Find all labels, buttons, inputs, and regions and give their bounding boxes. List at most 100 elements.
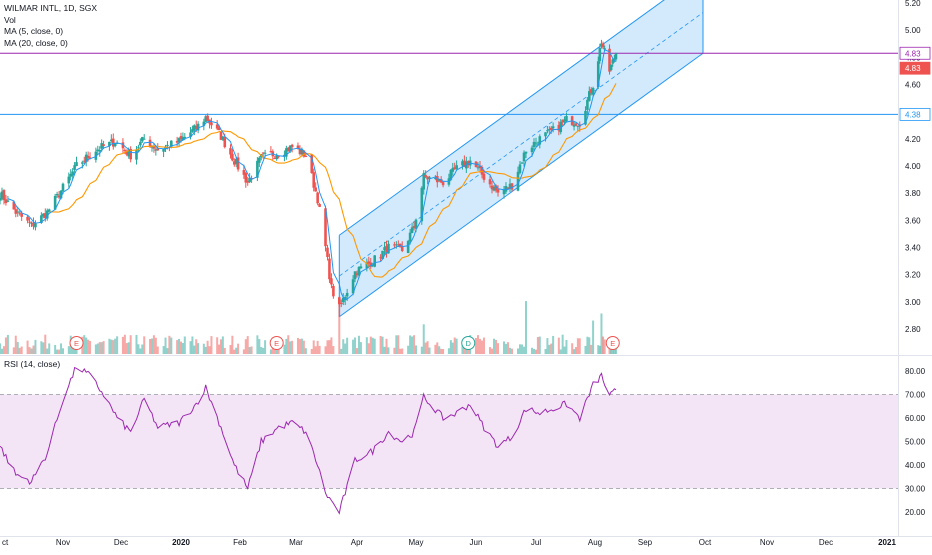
candle-body — [12, 201, 16, 210]
candle — [191, 125, 194, 133]
candle — [16, 206, 20, 217]
candle-body — [453, 167, 457, 170]
volume-bar — [318, 345, 321, 354]
candle-body — [181, 137, 185, 141]
volume-bar — [455, 338, 458, 354]
candle — [258, 156, 261, 167]
volume-bar — [519, 344, 521, 354]
volume-bar — [218, 344, 221, 354]
candle — [520, 161, 524, 164]
volume-bar — [328, 340, 331, 354]
price-tick-label: 5.20 — [905, 0, 921, 8]
candle-body — [111, 138, 115, 147]
candle-body — [217, 127, 221, 131]
candle-body — [343, 297, 347, 300]
volume-bar — [369, 336, 372, 354]
event-marker-label: D — [466, 339, 472, 348]
candle-body — [108, 141, 111, 147]
volume-bar — [413, 335, 416, 354]
candle-body — [189, 132, 192, 138]
volume-bar — [152, 335, 155, 354]
legend-ma5[interactable]: MA (5, close, 0) — [4, 26, 64, 36]
time-tick-label: Nov — [760, 538, 774, 547]
candle — [234, 156, 238, 168]
volume-bar — [588, 337, 591, 354]
candle — [496, 185, 500, 197]
candle-body — [175, 141, 179, 143]
volume-bar — [1, 348, 3, 354]
legend-symbol[interactable]: WILMAR INTL, 1D, SGX — [4, 3, 98, 13]
volume-bar — [477, 335, 479, 354]
candle-body — [127, 149, 131, 157]
candle — [359, 263, 363, 269]
volume-bar — [574, 347, 577, 354]
volume-bar — [6, 334, 9, 354]
candle-body — [565, 116, 568, 122]
candle-body — [395, 244, 398, 246]
candle — [516, 166, 520, 192]
candle — [215, 119, 219, 131]
candle-body — [373, 255, 376, 267]
legend-ma20[interactable]: MA (20, close, 0) — [4, 37, 68, 48]
volume-bar — [584, 345, 587, 354]
candle — [476, 162, 480, 171]
volume-bar — [438, 346, 441, 354]
candle-body — [508, 183, 512, 189]
volume-bar — [149, 338, 152, 354]
candle-body — [596, 61, 600, 87]
level-label-4-38-text: 4.38 — [905, 110, 921, 119]
volume-bar — [475, 338, 477, 354]
candle-body — [365, 262, 369, 269]
candle — [453, 162, 457, 170]
candle-body — [591, 87, 595, 95]
candle-body — [110, 139, 113, 142]
volume-bar — [250, 346, 253, 354]
candle — [0, 192, 2, 205]
volume-bar — [367, 343, 370, 354]
event-marker-label: E — [274, 339, 279, 348]
candle-body — [121, 142, 125, 149]
volume-bar — [603, 339, 606, 354]
candle-body — [478, 165, 482, 168]
legend-vol[interactable]: Vol — [4, 14, 16, 25]
candle-body — [231, 153, 234, 161]
volume-bar — [536, 337, 539, 354]
candle-body — [357, 266, 361, 276]
candle-body — [2, 190, 6, 200]
candle — [210, 117, 213, 129]
volume-bar — [264, 340, 267, 354]
candle — [193, 124, 196, 136]
candle-body — [61, 183, 65, 191]
candle-body — [47, 209, 51, 212]
event-marker: E — [69, 336, 84, 350]
volume-bar — [2, 346, 5, 354]
volume-bar — [535, 349, 537, 354]
volume-bar — [189, 341, 192, 354]
candle-body — [6, 200, 10, 202]
candle — [611, 58, 615, 67]
volume-bar — [202, 343, 205, 354]
volume-bar — [193, 345, 196, 354]
candle-body — [482, 173, 486, 180]
candle-body — [288, 145, 292, 152]
candle-body — [94, 151, 98, 160]
volume-bar — [576, 338, 579, 354]
candle — [339, 299, 343, 308]
candle — [613, 54, 616, 63]
candle — [614, 52, 618, 62]
volume-bar — [533, 348, 535, 354]
volume-bar — [183, 336, 186, 354]
volume-bar — [180, 341, 182, 354]
candle — [75, 156, 78, 167]
candle — [82, 156, 86, 165]
candle-body — [204, 116, 208, 122]
candle — [395, 241, 398, 249]
candle — [587, 86, 591, 102]
rsi-legend[interactable]: RSI (14, close) — [4, 359, 61, 369]
candle-body — [551, 126, 555, 129]
candle — [94, 147, 98, 163]
price-tick-label: 3.80 — [905, 189, 921, 198]
candle-body — [219, 131, 223, 140]
time-tick-label: Aug — [588, 538, 602, 547]
